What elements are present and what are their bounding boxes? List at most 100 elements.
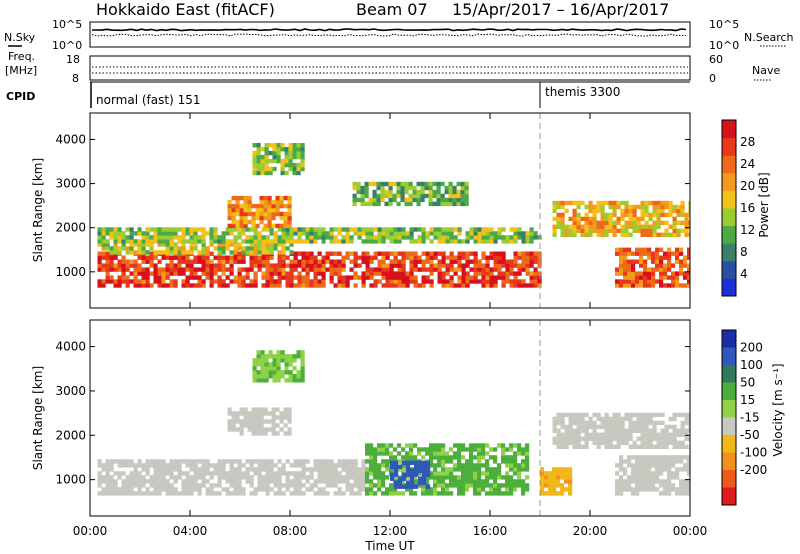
- power-echo-0: [105, 255, 110, 260]
- power-echo-0: [225, 259, 230, 264]
- power-echo-2: [493, 235, 498, 240]
- power-echo-2: [417, 235, 422, 240]
- power-echo-7: [635, 259, 640, 264]
- power-echo-2: [229, 227, 234, 232]
- power-echo-6: [628, 208, 633, 214]
- power-echo-0: [489, 251, 494, 256]
- power-echo-0: [265, 259, 270, 264]
- power-echo-2: [341, 227, 346, 232]
- velocity-echo-6: [616, 420, 621, 426]
- velocity-echo-0: [153, 483, 158, 488]
- power-echo-2: [341, 239, 346, 244]
- power-echo-0: [173, 263, 178, 268]
- power-echo-0: [485, 267, 490, 272]
- velocity-echo-4: [260, 378, 265, 383]
- power-echo-2: [149, 235, 154, 240]
- velocity-echo-0: [329, 475, 334, 480]
- velocity-echo-0: [301, 471, 306, 476]
- power-echo-6: [656, 216, 661, 222]
- power-echo-2: [309, 231, 314, 236]
- velocity-echo-4: [264, 366, 269, 371]
- cpid-entry-0: normal (fast) 151: [96, 93, 200, 107]
- power-echo-6: [604, 212, 609, 218]
- velocity-echo-6: [668, 432, 673, 437]
- power-echo-0: [313, 259, 318, 264]
- velocity-echo-0: [149, 475, 154, 480]
- velocity-echo-2: [402, 472, 407, 477]
- velocity-echo-0: [321, 491, 326, 496]
- power-echo-2: [169, 235, 174, 240]
- velocity-echo-0: [145, 491, 150, 496]
- power-echo-2: [433, 231, 438, 236]
- power-echo-0: [361, 283, 366, 288]
- velocity-echo-1: [457, 447, 462, 452]
- power-echo-2: [433, 235, 438, 240]
- power-echo-2: [201, 227, 206, 232]
- power-echo-6: [656, 220, 661, 225]
- velocity-echo-2: [406, 472, 411, 477]
- power-echo-6: [652, 212, 657, 218]
- power-echo-2: [289, 239, 294, 244]
- power-echo-2: [305, 239, 310, 244]
- power-echo-0: [221, 263, 226, 268]
- power-echo-0: [125, 283, 130, 288]
- power-echo-0: [353, 271, 358, 276]
- power-colorbar-segment-0: [722, 278, 736, 297]
- power-echo-6: [588, 220, 593, 225]
- velocity-echo-0: [209, 475, 214, 480]
- freq-tick-bottom: 8: [72, 72, 79, 85]
- velocity-echo-7: [643, 467, 648, 472]
- velocity-echo-0: [197, 483, 202, 488]
- power-echo-0: [301, 283, 306, 288]
- power-echo-2: [165, 235, 170, 240]
- velocity-echo-4: [260, 354, 265, 359]
- velocity-echo-0: [281, 471, 286, 476]
- power-echo-0: [105, 263, 110, 268]
- power-echo-4: [404, 197, 409, 203]
- power-echo-0: [117, 263, 122, 268]
- velocity-echo-1: [429, 491, 434, 496]
- velocity-echo-6: [644, 436, 649, 441]
- power-echo-0: [153, 279, 158, 284]
- velocity-echo-0: [265, 463, 270, 468]
- velocity-echo-5: [568, 475, 573, 480]
- power-echo-6: [648, 216, 653, 222]
- velocity-echo-0: [237, 483, 242, 488]
- velocity-echo-6: [580, 412, 585, 418]
- velocity-echo-3: [275, 423, 280, 428]
- power-echo-0: [317, 267, 322, 272]
- velocity-echo-1: [445, 459, 450, 464]
- power-echo-6: [668, 232, 673, 237]
- power-echo-0: [341, 275, 346, 280]
- velocity-echo-0: [217, 467, 222, 472]
- velocity-echo-3: [251, 431, 256, 436]
- velocity-echo-1: [465, 479, 470, 484]
- power-echo-2: [429, 227, 434, 232]
- power-echo-0: [201, 267, 206, 272]
- velocity-echo-2: [410, 472, 415, 477]
- velocity-echo-7: [667, 475, 672, 480]
- power-echo-0: [213, 255, 218, 260]
- velocity-echo-6: [688, 416, 690, 422]
- power-echo-4: [456, 181, 461, 187]
- velocity-echo-1: [461, 491, 466, 496]
- power-echo-0: [401, 279, 406, 284]
- power-echo-0: [505, 275, 510, 280]
- power-echo-0: [345, 275, 350, 280]
- velocity-echo-1: [421, 491, 426, 496]
- power-echo-0: [329, 251, 334, 256]
- power-echo-1: [225, 246, 230, 251]
- velocity-echo-2: [398, 476, 403, 481]
- power-echo-0: [449, 251, 454, 256]
- power-echo-3: [239, 203, 244, 209]
- velocity-echo-0: [301, 483, 306, 488]
- power-echo-1: [265, 246, 270, 251]
- power-echo-1: [261, 250, 266, 255]
- velocity-echo-0: [177, 471, 182, 476]
- power-echo-2: [393, 227, 398, 232]
- power-echo-4: [364, 185, 369, 191]
- velocity-echo-3: [231, 415, 236, 420]
- velocity-echo-6: [576, 440, 581, 445]
- velocity-echo-7: [615, 491, 620, 496]
- velocity-echo-1: [485, 483, 490, 488]
